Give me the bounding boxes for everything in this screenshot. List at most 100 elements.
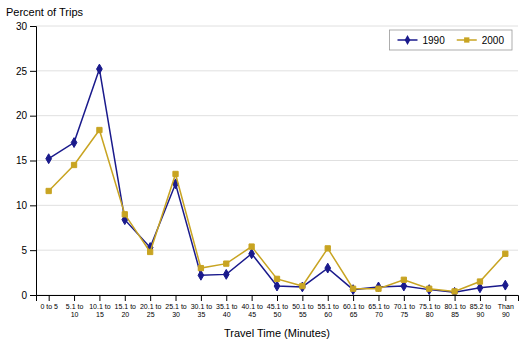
- x-tick-label: 80.1 to85: [444, 303, 466, 318]
- x-tick-label-line: 10: [71, 311, 79, 318]
- x-tick: 15.1 to20: [115, 295, 137, 318]
- marker: [300, 282, 306, 292]
- legend: 1990 2000: [390, 30, 513, 50]
- marker: [427, 286, 432, 291]
- marker: [477, 279, 482, 284]
- x-axis: 0 to 5 5.1 to10 10.1 to15 15.1 to2020.1 to2…: [37, 295, 519, 318]
- y-tick: 25: [16, 66, 36, 77]
- x-tick-label-line: 85: [451, 311, 459, 318]
- x-tick-label-line: 25: [147, 311, 155, 318]
- x-tick-mark: [455, 295, 456, 301]
- marker: [300, 283, 305, 288]
- y-tick-label: 30: [16, 21, 28, 32]
- x-tick-label-line: 20.1 to: [140, 303, 162, 310]
- x-tick: 55.1 to60: [318, 295, 340, 318]
- marker: [426, 285, 432, 295]
- x-tick-label: 35.1 to40: [216, 303, 238, 318]
- x-tick: Than90: [498, 295, 514, 318]
- grid-line: [36, 26, 518, 27]
- x-tick-label-line: 10.1 to: [89, 303, 111, 310]
- x-tick-label: 55.1 to60: [318, 303, 340, 318]
- marker: [503, 251, 508, 256]
- y-tick-mark: [30, 116, 36, 117]
- x-tick-label: 45.1 to50: [267, 303, 289, 318]
- x-tick-label-line: 35.1 to: [216, 303, 238, 310]
- x-tick-mark: [302, 295, 303, 301]
- x-tick-label: 15.1 to20: [115, 303, 137, 318]
- legend-item: 2000: [457, 35, 505, 46]
- y-tick: 30: [16, 21, 36, 32]
- x-tick: 20.1 to25: [140, 295, 162, 318]
- marker: [46, 188, 51, 193]
- y-tick-label: 10: [16, 200, 28, 211]
- x-tick-label-line: 90: [502, 311, 510, 318]
- x-tick-label-line: 75.1 to: [419, 303, 441, 310]
- marker: [148, 249, 153, 254]
- y-tick-mark: [30, 250, 36, 251]
- y-tick-label: 20: [16, 110, 28, 121]
- x-tick-mark: [226, 295, 227, 301]
- y-tick-mark: [30, 71, 36, 72]
- x-tick-label-line: 45: [248, 311, 256, 318]
- series: [46, 64, 508, 295]
- x-tick: 80.1 to85: [444, 295, 466, 318]
- line: [49, 130, 506, 291]
- x-tick-label-line: 80: [426, 311, 434, 318]
- marker: [198, 265, 203, 270]
- x-tick-label-line: 0 to 5: [40, 303, 58, 310]
- marker: [325, 246, 330, 251]
- x-tick: 45.1 to50: [267, 295, 289, 318]
- x-tick-label-line: 80.1 to: [444, 303, 466, 310]
- marker: [224, 261, 229, 266]
- x-tick-label-line: 25.1 to: [165, 303, 187, 310]
- marker: [325, 263, 331, 273]
- x-tick-label-line: 40.1 to: [241, 303, 263, 310]
- y-tick-label: 5: [21, 245, 27, 256]
- y-tick-mark: [30, 205, 36, 206]
- x-tick-label-line: 60: [324, 311, 332, 318]
- x-tick: 40.1 to45: [241, 295, 263, 318]
- x-tick-label-line: 60.1 to: [343, 303, 365, 310]
- x-tick-label-line: 15.1 to: [115, 303, 137, 310]
- y-tick-label: 25: [16, 66, 28, 77]
- x-tick-label-line: 30.1 to: [191, 303, 213, 310]
- grid-line: [36, 205, 518, 206]
- x-tick-label-line: 15: [96, 311, 104, 318]
- legend-label: 1990: [423, 35, 446, 46]
- marker: [274, 281, 280, 291]
- x-tick-label-line: 5.1 to: [66, 303, 84, 310]
- x-tick: 70.1 to75: [394, 295, 416, 318]
- x-tick-label: 75.1 to80: [419, 303, 441, 318]
- x-tick: 65.1 to70: [368, 295, 390, 318]
- x-tick-label-line: 90: [477, 311, 485, 318]
- x-tick-mark: [201, 295, 202, 301]
- x-tick: 60.1 to65: [343, 295, 365, 318]
- x-tick-label-line: 30: [172, 311, 180, 318]
- legend-marker: [464, 37, 469, 42]
- y-tick-mark: [30, 161, 36, 162]
- x-tick-mark: [176, 295, 177, 301]
- x-tick-label-line: 55.1 to: [318, 303, 340, 310]
- x-tick-label: 20.1 to25: [140, 303, 162, 318]
- legend-marker: [405, 35, 411, 45]
- x-tick-label: 25.1 to30: [165, 303, 187, 318]
- marker: [452, 287, 458, 295]
- grid-line: [36, 70, 518, 71]
- x-axis-title: Travel Time (Minutes): [224, 327, 330, 339]
- grid-line: [36, 115, 518, 116]
- x-tick-label: 70.1 to75: [394, 303, 416, 318]
- x-tick-label: 85.2 to90: [470, 303, 492, 318]
- x-tick: 85.2 to90: [470, 295, 492, 318]
- marker: [502, 280, 508, 290]
- x-tick-mark: [480, 295, 481, 301]
- marker: [71, 138, 77, 148]
- series-group: [46, 64, 508, 295]
- marker: [97, 64, 103, 74]
- x-tick-label-line: 50.1 to: [292, 303, 314, 310]
- marker: [376, 282, 382, 292]
- x-tick-label-line: 45.1 to: [267, 303, 289, 310]
- x-tick-label: Than90: [498, 303, 514, 318]
- grid: [36, 26, 518, 295]
- legend-item: 1990: [398, 35, 446, 46]
- y-axis: 051015202530: [16, 21, 37, 301]
